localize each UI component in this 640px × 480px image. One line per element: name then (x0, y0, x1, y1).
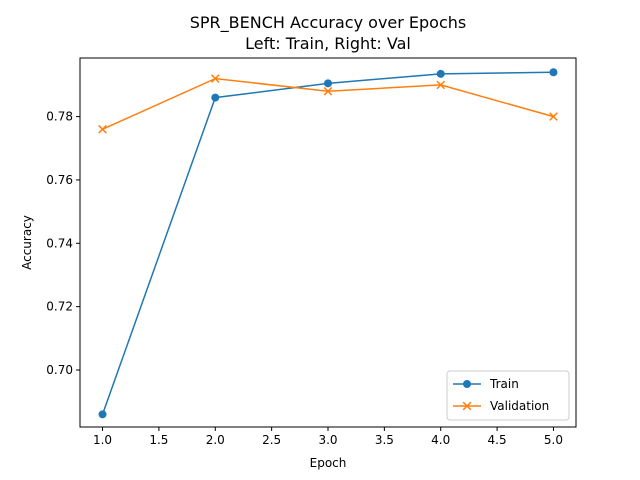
validation-point (210, 74, 220, 83)
train-point (436, 69, 445, 78)
train-point (211, 93, 220, 102)
x-tick-label: 4.5 (488, 433, 507, 447)
legend-item-train: Train (453, 377, 519, 391)
validation-point (98, 124, 107, 134)
chart-subtitle: Left: Train, Right: Val (245, 34, 411, 53)
y-tick-label: 0.70 (46, 363, 73, 377)
x-tick-label: 3.5 (375, 433, 394, 447)
legend: Train Validation (446, 370, 570, 421)
train-point (98, 410, 107, 419)
validation-point (549, 112, 558, 121)
x-tick-label: 1.5 (149, 433, 168, 447)
legend-label: Train (489, 377, 519, 391)
plot-area (98, 68, 558, 419)
chart-title: SPR_BENCH Accuracy over Epochs (190, 13, 467, 33)
y-tick-label: 0.72 (46, 300, 73, 314)
x-tick-label: 1.0 (93, 433, 112, 447)
x-tick-label: 4.0 (431, 433, 450, 447)
train-point (324, 79, 332, 88)
validation-point (323, 86, 333, 96)
validation-point (436, 80, 446, 90)
x-tick-label: 2.5 (262, 433, 281, 447)
train-point (549, 68, 558, 77)
x-tick-label: 3.0 (318, 433, 337, 447)
x-tick-label: 2.0 (206, 433, 225, 447)
legend-label: Validation (490, 399, 549, 413)
x-tick-label: 5.0 (544, 433, 563, 447)
legend-item-validation: Validation (453, 399, 549, 413)
y-tick-label: 0.78 (46, 110, 73, 124)
legend-marker (463, 380, 471, 388)
x-axis-label: Epoch (310, 456, 347, 470)
y-tick-label: 0.76 (46, 173, 73, 187)
y-tick-label: 0.74 (46, 236, 73, 250)
y-axis-label: Accuracy (20, 215, 34, 270)
y-axis: 0.70 0.72 0.74 0.76 0.78 (46, 110, 80, 377)
x-axis: 1.0 1.5 2.0 2.5 3.0 3.5 4.0 4.5 5.0 (93, 427, 563, 447)
